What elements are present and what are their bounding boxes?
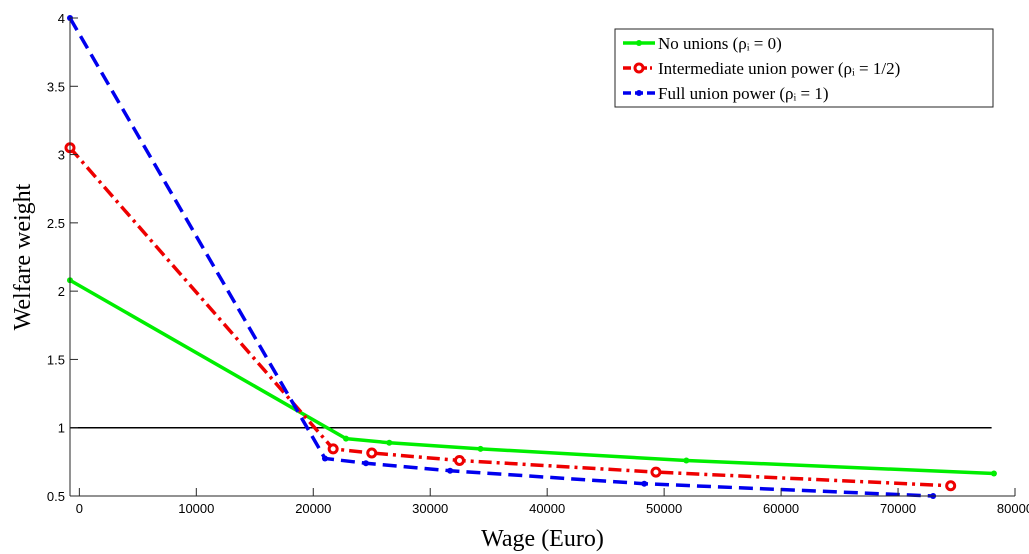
y-tick-label: 1 — [58, 421, 65, 436]
y-axis-title: Welfare weight — [10, 183, 36, 330]
data-point — [683, 457, 690, 464]
x-tick-label: 10000 — [178, 501, 214, 516]
series-line — [68, 17, 934, 498]
y-tick-label: 1.5 — [47, 352, 65, 367]
data-point — [362, 460, 369, 467]
y-tick-label: 3.5 — [47, 79, 65, 94]
y-tick-label: 2 — [58, 284, 65, 299]
series-line — [68, 146, 951, 488]
x-tick-label: 30000 — [412, 501, 448, 516]
series-1 — [64, 142, 957, 492]
x-tick-label: 0 — [76, 501, 83, 516]
data-point — [327, 443, 339, 455]
data-point — [477, 445, 484, 452]
y-tick-label: 3 — [58, 148, 65, 163]
legend-label: Intermediate union power (ρᵢ = 1/2) — [658, 59, 900, 78]
data-point — [343, 435, 350, 442]
legend-box — [614, 28, 994, 108]
legend-item-0: No unions (ρᵢ = 0) — [623, 34, 782, 53]
y-tick-label: 0.5 — [47, 489, 65, 504]
x-tick-label: 40000 — [529, 501, 565, 516]
axes: 0 10000 20000 30000 40000 50000 60000 70000 8000… — [47, 11, 1029, 516]
y-tick-label: 4 — [58, 11, 65, 26]
x-tick-label: 70000 — [880, 501, 916, 516]
legend-marker — [636, 90, 642, 96]
series-layer — [64, 15, 997, 499]
x-tick-label: 20000 — [295, 501, 331, 516]
data-point — [453, 454, 465, 466]
data-point — [990, 470, 997, 477]
data-point — [641, 480, 648, 487]
y-tick-label: 2.5 — [47, 216, 65, 231]
x-tick-label: 60000 — [763, 501, 799, 516]
data-point — [366, 447, 378, 459]
x-axis-title: Wage (Euro) — [481, 526, 604, 552]
data-point — [447, 467, 454, 474]
x-tick-label: 50000 — [646, 501, 682, 516]
legend-item-2: Full union power (ρᵢ = 1) — [623, 84, 829, 103]
data-point — [386, 439, 393, 446]
data-point — [650, 466, 662, 478]
data-point — [945, 480, 957, 492]
legend-marker — [633, 62, 645, 74]
legend-label: Full union power (ρᵢ = 1) — [658, 84, 829, 103]
legend-label: No unions (ρᵢ = 0) — [658, 34, 782, 53]
legend-marker — [636, 40, 642, 46]
legend-item-1: Intermediate union power (ρᵢ = 1/2) — [623, 59, 900, 78]
legend: No unions (ρᵢ = 0) Intermediate union pow… — [614, 28, 994, 108]
series-2 — [67, 15, 937, 499]
data-point — [321, 455, 328, 462]
